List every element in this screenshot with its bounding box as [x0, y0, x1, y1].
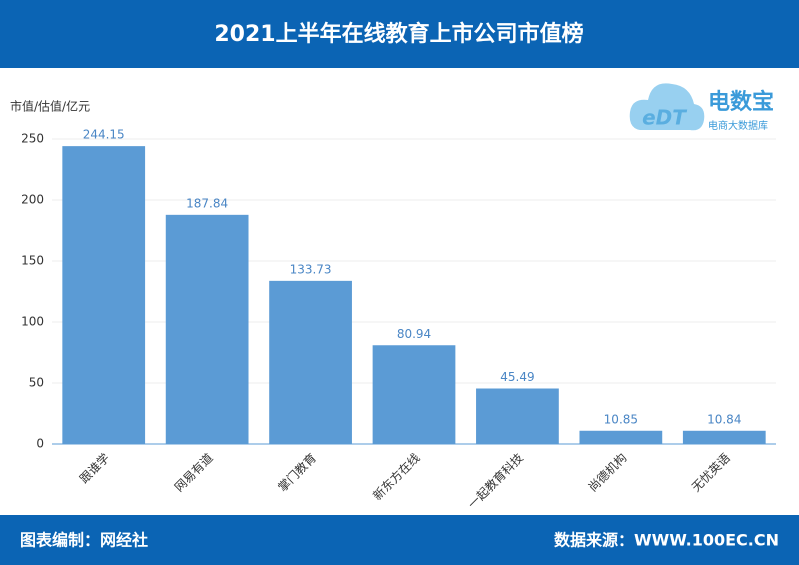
chart-title: 2021上半年在线教育上市公司市值榜 — [214, 21, 583, 47]
bar — [269, 280, 352, 444]
value-label: 45.49 — [500, 370, 534, 384]
value-label: 133.73 — [290, 262, 332, 276]
bar — [682, 430, 766, 444]
footer-bar — [0, 515, 799, 565]
x-tick-label: 新东方在线 — [370, 450, 423, 503]
y-tick-label: 150 — [21, 254, 44, 268]
y-axis-label: 市值/估值/亿元 — [10, 99, 90, 114]
y-tick-label: 100 — [21, 315, 44, 329]
x-tick-label: 一起教育科技 — [464, 450, 526, 512]
header-bar — [0, 0, 799, 68]
x-tick-label: 网易有道 — [172, 451, 216, 495]
bar — [165, 214, 249, 444]
footer-credit: 图表编制：网经社 — [20, 531, 148, 550]
value-label: 10.85 — [604, 412, 638, 426]
bar — [62, 146, 146, 444]
y-tick-label: 0 — [36, 437, 44, 451]
logo: eDT 电数宝 电商大数据库 — [629, 83, 774, 132]
y-tick-label: 200 — [21, 193, 44, 207]
logo-cloud — [629, 83, 705, 131]
logo-name: 电数宝 — [708, 89, 774, 115]
y-tick-label: 50 — [29, 376, 44, 390]
x-tick-label: 无忧英语 — [689, 451, 733, 495]
footer-source: 数据来源：WWW.100EC.CN — [554, 531, 779, 550]
bar — [579, 430, 663, 444]
x-tick-label: 尚德机构 — [585, 450, 630, 495]
value-label: 244.15 — [83, 128, 125, 142]
y-tick-label: 250 — [21, 132, 44, 146]
logo-tagline: 电商大数据库 — [708, 119, 768, 132]
bar — [372, 345, 456, 444]
value-label: 80.94 — [397, 327, 431, 341]
bar — [476, 388, 559, 444]
x-tick-label: 跟谁学 — [76, 450, 112, 486]
value-label: 187.84 — [186, 196, 228, 210]
value-label: 10.84 — [707, 412, 741, 426]
logo-mark: eDT — [642, 106, 687, 130]
x-tick-label: 掌门教育 — [275, 450, 320, 495]
